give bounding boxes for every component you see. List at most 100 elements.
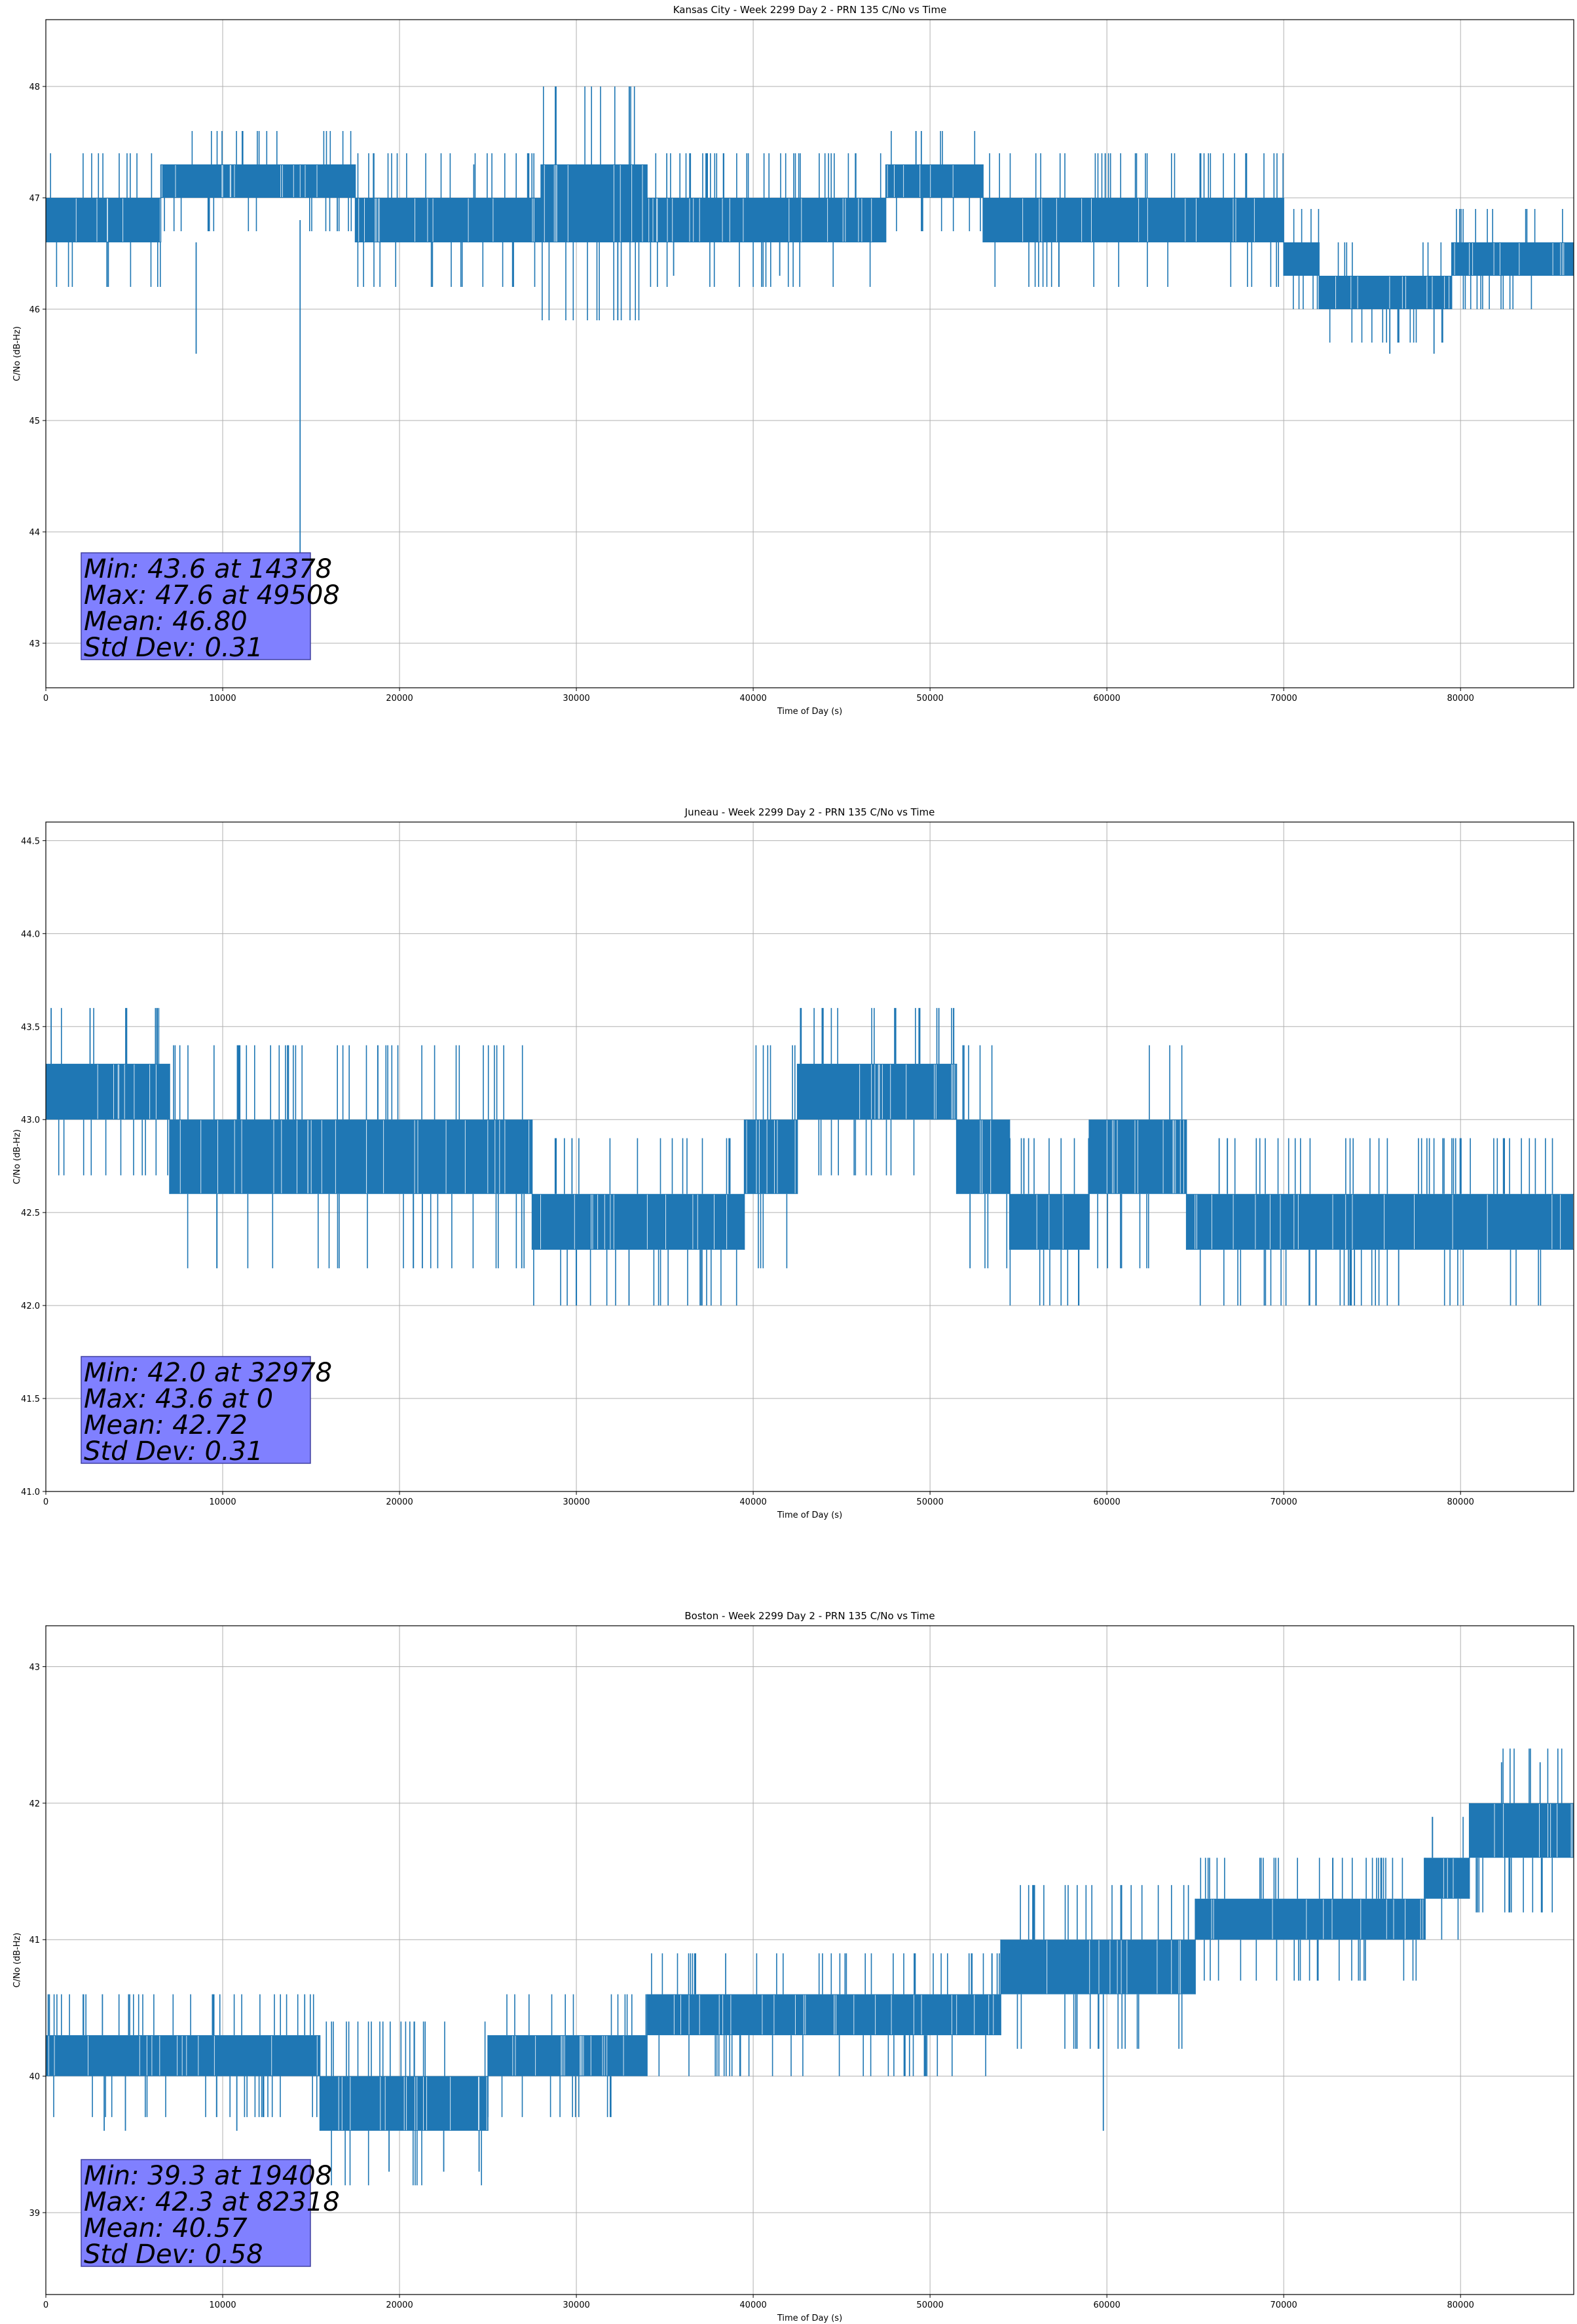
y-axis-label: C/No (dB-Hz): [12, 326, 22, 381]
series-noise-excursions: [1293, 209, 1320, 309]
series-band-segment: [983, 198, 1284, 242]
series-band-segment: [46, 1064, 170, 1120]
series-band-segment: [355, 198, 542, 242]
chart-panel-3: 0 10000 20000 30000 40000 50000 60000 70000 8000…: [12, 1610, 1574, 2323]
series-band-segment: [532, 1193, 745, 1250]
axes-frame: [45, 19, 1574, 688]
y-tick-label: 44.0: [21, 929, 40, 939]
series-band-segment: [647, 198, 886, 242]
x-tick-label: 20000: [386, 694, 413, 703]
x-tick-label: 60000: [1093, 1497, 1120, 1507]
series-band-segment: [488, 2035, 648, 2076]
y-tick-label: 48: [29, 83, 40, 92]
x-tick-label: 60000: [1093, 694, 1120, 703]
x-tick-label: 70000: [1270, 2300, 1297, 2310]
chart-title: Boston - Week 2299 Day 2 - PRN 135 C/No …: [684, 1610, 935, 1622]
series-noise-excursions: [962, 1045, 1008, 1269]
y-tick-label: 42.5: [21, 1209, 40, 1218]
series-band-segment: [1001, 1940, 1196, 1995]
series-noise-gaps: [746, 1120, 796, 1193]
stats-line: Std Dev: 0.58: [84, 2240, 263, 2270]
series-noise-excursions: [50, 153, 161, 287]
y-axis-label: C/No (dB-Hz): [12, 1933, 22, 1988]
series-noise-gaps: [1211, 1899, 1424, 1940]
y-tick-label: 41.5: [21, 1395, 40, 1404]
series-noise-excursions: [542, 86, 640, 320]
series-noise-excursions: [755, 1045, 796, 1269]
x-tick-label: 10000: [209, 2300, 236, 2310]
series-noise-excursions: [173, 1045, 525, 1269]
stats-line: Mean: 40.57: [84, 2213, 248, 2243]
y-tick-label: 45: [29, 417, 40, 426]
x-tick-label: 70000: [1270, 1497, 1297, 1507]
stats-line: Mean: 42.72: [84, 1410, 248, 1440]
series-noise-excursions: [47, 1994, 318, 2118]
series-noise-gaps: [1022, 198, 1255, 242]
series-band-segment: [1284, 242, 1320, 276]
series-band-segment: [160, 164, 356, 198]
y-tick-label: 43: [29, 639, 40, 649]
x-axis-label: Time of Day (s): [777, 707, 842, 717]
y-tick-label: 40: [29, 2072, 40, 2082]
stats-line: Std Dev: 0.31: [84, 633, 263, 663]
series-noise-excursions: [1329, 242, 1443, 343]
x-tick-label: 30000: [563, 2300, 589, 2310]
x-tick-label: 10000: [209, 694, 236, 703]
series-noise-excursions: [1475, 1748, 1563, 1913]
series-noise-excursions: [1199, 1138, 1553, 1306]
series-noise-gaps: [358, 198, 534, 242]
series-noise-gaps: [1494, 1803, 1573, 1858]
series-noise-excursions: [357, 153, 536, 287]
x-tick-label: 20000: [386, 1497, 413, 1507]
y-tick-label: 43.5: [21, 1022, 40, 1032]
series-noise-gaps: [980, 1120, 992, 1193]
series-band-segment: [1451, 242, 1574, 276]
y-tick-label: 41.0: [21, 1488, 40, 1497]
series-band-segment: [647, 1994, 1001, 2036]
x-tick-label: 80000: [1447, 694, 1474, 703]
x-tick-label: 60000: [1093, 2300, 1120, 2310]
stats-line: Min: 43.6 at 14378: [84, 554, 332, 584]
series-noise-excursions: [1009, 1138, 1089, 1306]
series-noise-excursions: [650, 153, 881, 287]
stats-line: Std Dev: 0.31: [84, 1436, 263, 1467]
x-tick-label: 70000: [1270, 694, 1297, 703]
axes-frame: [45, 821, 1574, 1492]
series-noise-excursions: [989, 153, 1284, 287]
series-noise-excursions: [487, 1994, 647, 2118]
series-band-segment: [1469, 1803, 1574, 1858]
series-noise-excursions: [533, 1138, 737, 1306]
chart-panel-2: 0 10000 20000 30000 40000 50000 60000 70000 8000…: [12, 806, 1574, 1520]
y-axis-label: C/No (dB-Hz): [12, 1129, 22, 1184]
y-tick-label: 43.0: [21, 1115, 40, 1125]
series-noise-gaps: [179, 1120, 530, 1193]
x-tick-label: 50000: [916, 1497, 943, 1507]
series-noise-gaps: [338, 2076, 487, 2130]
series-band-segment: [744, 1119, 798, 1194]
series-noise-excursions: [800, 1007, 955, 1176]
x-tick-label: 0: [43, 2300, 48, 2310]
series-band-segment: [46, 198, 161, 242]
x-tick-label: 0: [43, 1497, 48, 1507]
x-tick-label: 50000: [916, 2300, 943, 2310]
series-band-segment: [956, 1119, 1010, 1194]
series-noise-gaps: [544, 165, 643, 242]
y-tick-label: 44: [29, 528, 40, 538]
series-noise-excursions: [325, 2021, 486, 2186]
series-band-segment: [1319, 276, 1452, 309]
series-noise-gaps: [859, 1064, 955, 1119]
stats-box: [81, 2159, 311, 2267]
stats-box: [81, 552, 311, 660]
x-axis-label: Time of Day (s): [777, 1510, 842, 1520]
y-tick-label: 42: [29, 1799, 40, 1809]
stats-box: [81, 1356, 311, 1464]
x-axis-label: Time of Day (s): [777, 2314, 842, 2323]
series-noise-excursions: [891, 131, 981, 231]
series-noise-gaps: [1036, 1194, 1064, 1249]
series-noise-gaps: [1335, 276, 1450, 309]
series-noise-excursions: [58, 1007, 168, 1176]
series-noise-gaps: [648, 198, 872, 242]
series-noise-excursions: [164, 131, 352, 231]
stats-line: Mean: 46.80: [84, 607, 248, 637]
